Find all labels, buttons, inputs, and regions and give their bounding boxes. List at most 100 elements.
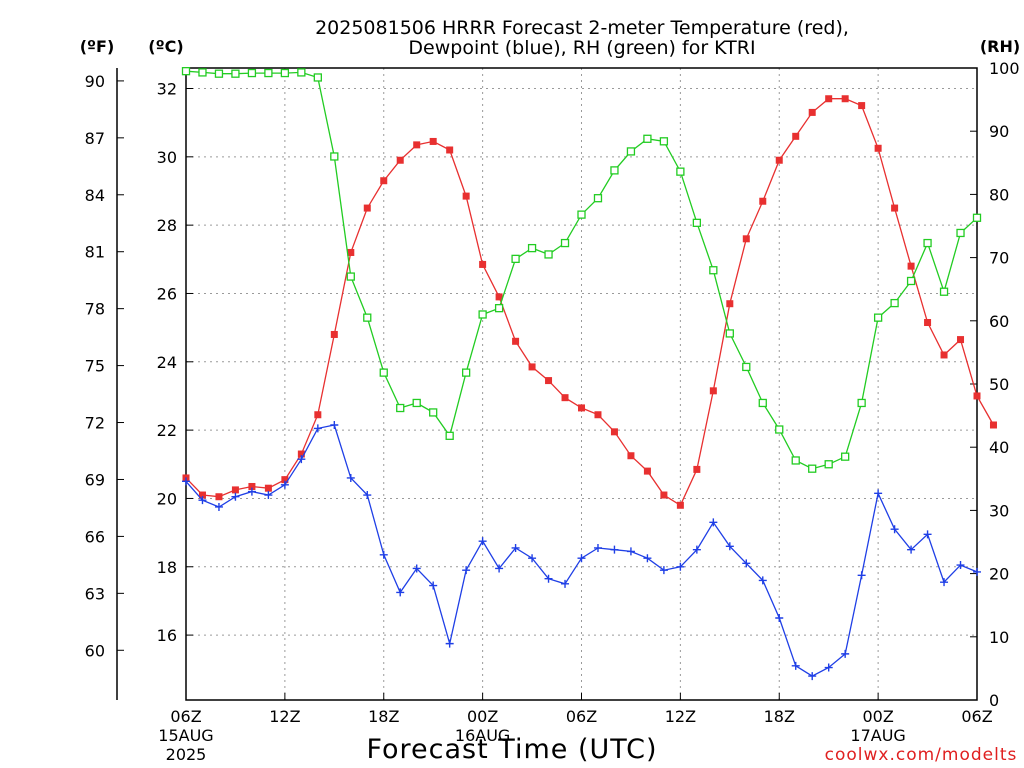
dewpoint-point [363,491,372,500]
celsius-ticks: 16 18 20 22 24 26 28 30 32 [157,79,193,645]
temperature-point [330,330,338,338]
rh-point [544,250,553,259]
rh-point [659,137,669,146]
temperature-point [924,319,932,327]
rh-point [181,67,191,76]
temperature-point [792,132,800,140]
celsius-tick-label: 30 [157,148,177,167]
chart-title: 2025081506 HRRR Forecast 2-meter Tempera… [315,17,849,39]
rh-tick-label: 30 [989,501,1009,520]
x-tick-label: 12Z [269,707,300,726]
temperature-point [248,482,256,490]
dewpoint-point [676,562,685,571]
temperature-point [495,293,503,301]
celsius-tick-label: 22 [157,421,177,440]
temperature-point [578,404,585,412]
dewpoint-point [659,566,668,575]
fahrenheit-unit-label: (ºF) [80,37,115,56]
temperature-point [446,146,454,154]
dewpoint-point [478,537,487,546]
temperature-point [742,235,750,243]
x-tick-label: 18Z [368,707,399,726]
dewpoint-point [643,554,652,563]
temperature-point [973,392,981,400]
temperature-point [874,144,882,152]
fahrenheit-ticks: 60 63 66 69 72 75 78 81 84 87 90 [85,72,124,660]
dewpoint-point [593,543,602,552]
temperature-point [989,421,997,429]
fahrenheit-tick-label: 60 [85,641,105,660]
rh-tick-label: 70 [989,249,1009,268]
dewpoint-point [198,496,207,505]
x-tick-label: 00Z [862,707,893,726]
rh-point [841,452,850,461]
temperature-point [825,95,833,103]
dewpoint-point [709,518,718,527]
x-tick-date: 17AUG [850,726,905,745]
dewpoint-point [429,581,438,590]
temperature-point [693,465,701,473]
rh-point [692,218,702,227]
plot-frame [185,67,978,701]
temperature-point [462,192,470,200]
temperature-point [264,484,272,492]
rh-point [280,68,290,78]
temperature-point [709,387,717,395]
dewpoint-point [890,525,899,534]
dewpoint-point [247,487,256,496]
dewpoint-point [462,566,471,575]
rh-point [725,329,734,338]
credit-text: coolwx.com/modelts [825,745,1018,765]
temperature-point [676,501,684,509]
dewpoint-point [495,564,504,573]
fahrenheit-tick-label: 72 [85,414,105,433]
dewpoint-point [758,576,767,585]
rh-point [511,254,520,264]
series-layer [181,67,997,681]
rh-point [610,166,619,175]
fahrenheit-tick-label: 69 [85,470,105,489]
rh-point [906,276,916,286]
rh-ticks: 0 10 20 30 40 50 60 70 80 90 100 [970,59,1020,710]
rh-point [346,272,355,281]
temperature-point [940,351,948,359]
rh-tick-label: 80 [989,185,1009,204]
temperature-point [643,467,651,475]
rh-point [247,68,257,78]
rh-point [956,228,965,238]
rh-tick-label: 40 [989,438,1009,457]
dewpoint-point [940,578,949,587]
dewpoint-point [412,564,421,573]
temperature-point [429,137,437,145]
temperature-point [808,108,816,116]
temperature-point [561,394,569,402]
temperature-point [347,248,355,256]
rh-point [626,147,636,156]
rh-point [429,408,438,417]
temperature-point [660,491,668,499]
fahrenheit-tick-label: 63 [85,584,105,603]
rh-point [643,134,652,143]
dewpoint-point [907,545,916,554]
x-tick-label: 18Z [764,707,795,726]
celsius-tick-label: 26 [157,284,177,303]
dewpoint-point [297,455,306,464]
dewpoint-point [214,502,223,511]
temperature-point [858,102,866,110]
dewpoint-point [346,473,355,482]
rh-point [890,298,899,308]
fahrenheit-tick-label: 66 [85,527,105,546]
celsius-tick-label: 20 [157,489,177,508]
rh-point [593,194,603,203]
rh-point [791,456,800,465]
rh-point [742,362,751,372]
celsius-unit-label: (ºC) [148,37,183,56]
rh-tick-label: 50 [989,375,1009,394]
rh-point [461,368,471,377]
dewpoint-point [577,554,586,563]
temperature-series [182,95,997,509]
temperature-point [413,141,421,149]
x-tick-date: 15AUG [158,726,213,745]
celsius-tick-label: 24 [157,353,177,372]
temperature-point [528,363,536,371]
